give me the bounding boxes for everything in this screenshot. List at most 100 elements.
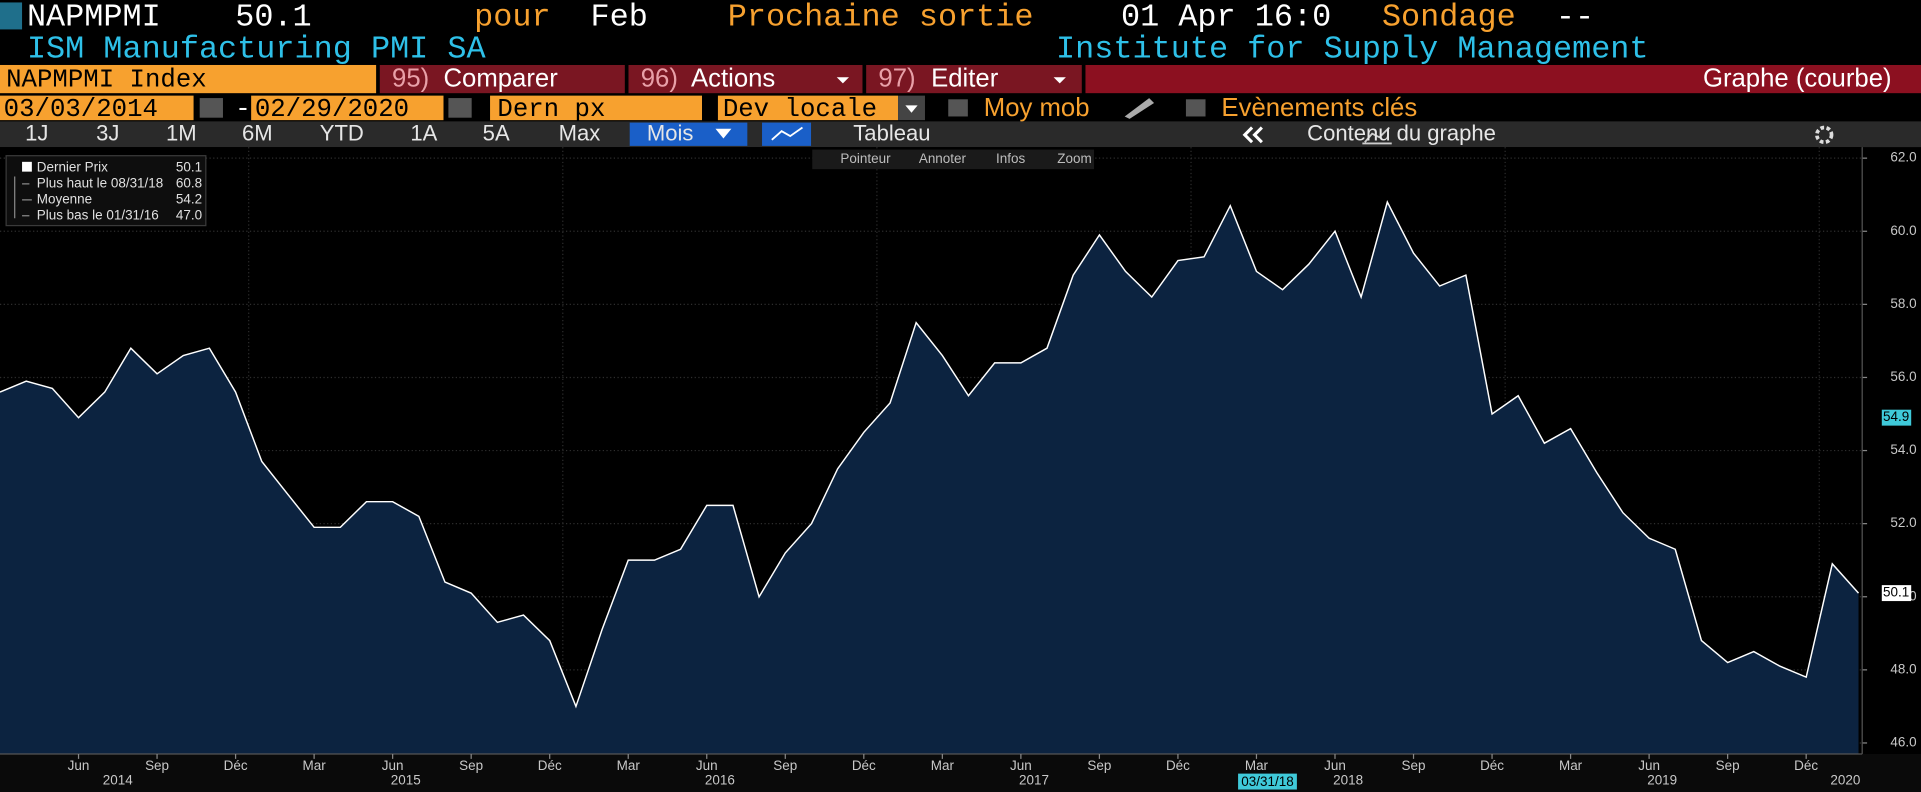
security: NAPMPMI Index [6,65,207,94]
tab[interactable] [628,64,863,94]
checkbox[interactable] [948,99,968,117]
end-date-box[interactable] [251,95,444,121]
legend-label: Dernier Prix [37,160,108,175]
start-date: 03/03/2014 [4,95,158,124]
dropdown-arrow [836,77,850,84]
currency-box[interactable] [717,95,899,121]
end-date: 02/29/2020 [255,95,409,124]
tool[interactable]: Annoter [919,151,967,166]
legend-label: Plus bas le 01/31/16 [37,207,159,222]
chart-tools [812,149,1095,170]
x-tick-label: Sep [145,758,169,773]
x-tick-label: Jun [68,758,90,773]
x-tick-label: Sep [459,758,483,773]
y-tick-label: 56.0 [1890,369,1916,384]
x-tick-label: Déc [1480,758,1504,773]
period-button[interactable]: 5A [483,121,510,146]
legend-label: Plus haut le 08/31/18 [37,175,164,190]
x-tick-label: Mar [617,758,641,773]
x-tick-label: Sep [773,758,797,773]
legend-tree [14,176,32,219]
moving-avg: Moy mob [984,94,1090,122]
survey: -- [1556,0,1594,36]
period-button[interactable]: 1J [25,121,48,146]
y-tick-label: 62.0 [1890,150,1916,165]
x-tick-label: Mar [303,758,327,773]
last-value-box [1881,585,1912,602]
tool[interactable]: Zoom [1057,151,1091,166]
calendar-icon[interactable] [199,98,223,118]
next-release-label: Prochaine sortie [728,0,1034,36]
tab-number: 95) [392,64,429,92]
y-tick-label: 58.0 [1890,296,1916,311]
cursor-date: 03/31/18 [1241,774,1293,789]
field: Dern px [497,95,605,124]
x-tick-label: Jun [382,758,404,773]
x-year-label: 2018 [1333,773,1363,788]
survey-label: Sondage [1382,0,1516,36]
settings-icon[interactable] [1815,125,1834,145]
source: Institute for Supply Management [1056,30,1648,67]
x-tick-label: Sep [1402,758,1426,773]
tool[interactable]: Pointeur [840,151,891,166]
tool[interactable]: Infos [996,151,1025,166]
security-name: ISM Manufacturing PMI SA [27,30,487,67]
period-button[interactable]: 1M [166,121,197,146]
x-tick-label: Mar [1559,758,1583,773]
x-tick-label: Déc [538,758,562,773]
ticker: NAPMPMI [27,0,161,36]
dropdown-arrow [905,105,918,113]
collapse-icon[interactable] [1242,126,1263,144]
y-tick-label: 48.0 [1890,661,1916,676]
tab-number: 97) [878,64,915,92]
field-box[interactable] [490,95,702,121]
period-button[interactable]: 1A [410,121,437,146]
pencil-icon[interactable] [1124,98,1155,119]
legend-value: 54.2 [176,191,202,206]
period-button[interactable]: 3J [96,121,119,146]
pour: pour [474,0,550,36]
area-fill [0,202,1859,754]
frequency-box[interactable] [629,122,748,146]
table-button[interactable]: Tableau [853,121,930,146]
dropdown-arrow [715,128,732,139]
overlap-mask [1379,0,1921,34]
x-tick-label: Sep [1087,758,1111,773]
period-button[interactable]: YTD [320,121,364,146]
currency: Dev locale [723,95,877,124]
calendar-icon[interactable] [448,98,472,118]
view: Graphe (courbe) [1703,64,1892,92]
legend-value: 47.0 [176,207,202,222]
period-button[interactable]: 6M [242,121,273,146]
events: Evènements clés [1221,94,1417,122]
tab[interactable] [379,64,625,94]
range-sep: - [235,95,250,124]
x-tick-label: Jun [1324,758,1346,773]
tab-number: 96) [641,64,678,92]
period: Feb [591,0,648,36]
x-axis-band [0,753,1921,792]
legend-label: Moyenne [37,191,92,206]
line-icon [771,126,803,141]
status-square [0,2,23,30]
start-date-box[interactable] [0,95,194,121]
period-bar [0,121,1921,148]
view-bar [1085,64,1921,94]
period-button[interactable]: Max [559,121,601,146]
content-button[interactable]: Contenu du graphe [1307,121,1496,146]
frequency: Mois [647,121,694,146]
x-year-label: 2014 [103,773,133,788]
x-tick-label: Jun [1638,758,1660,773]
tab-label: Editer [931,64,999,92]
legend-box [5,155,207,227]
last-value: 50.1 [1883,585,1909,600]
x-tick-label: Déc [852,758,876,773]
x-year-label: 2015 [391,773,421,788]
tab-label: Comparer [443,64,558,92]
checkbox[interactable] [1185,99,1206,117]
security-box[interactable] [0,64,377,94]
x-year-label: 2019 [1647,773,1677,788]
tab[interactable] [866,64,1082,94]
cursor-value: 54.9 [1883,409,1909,424]
